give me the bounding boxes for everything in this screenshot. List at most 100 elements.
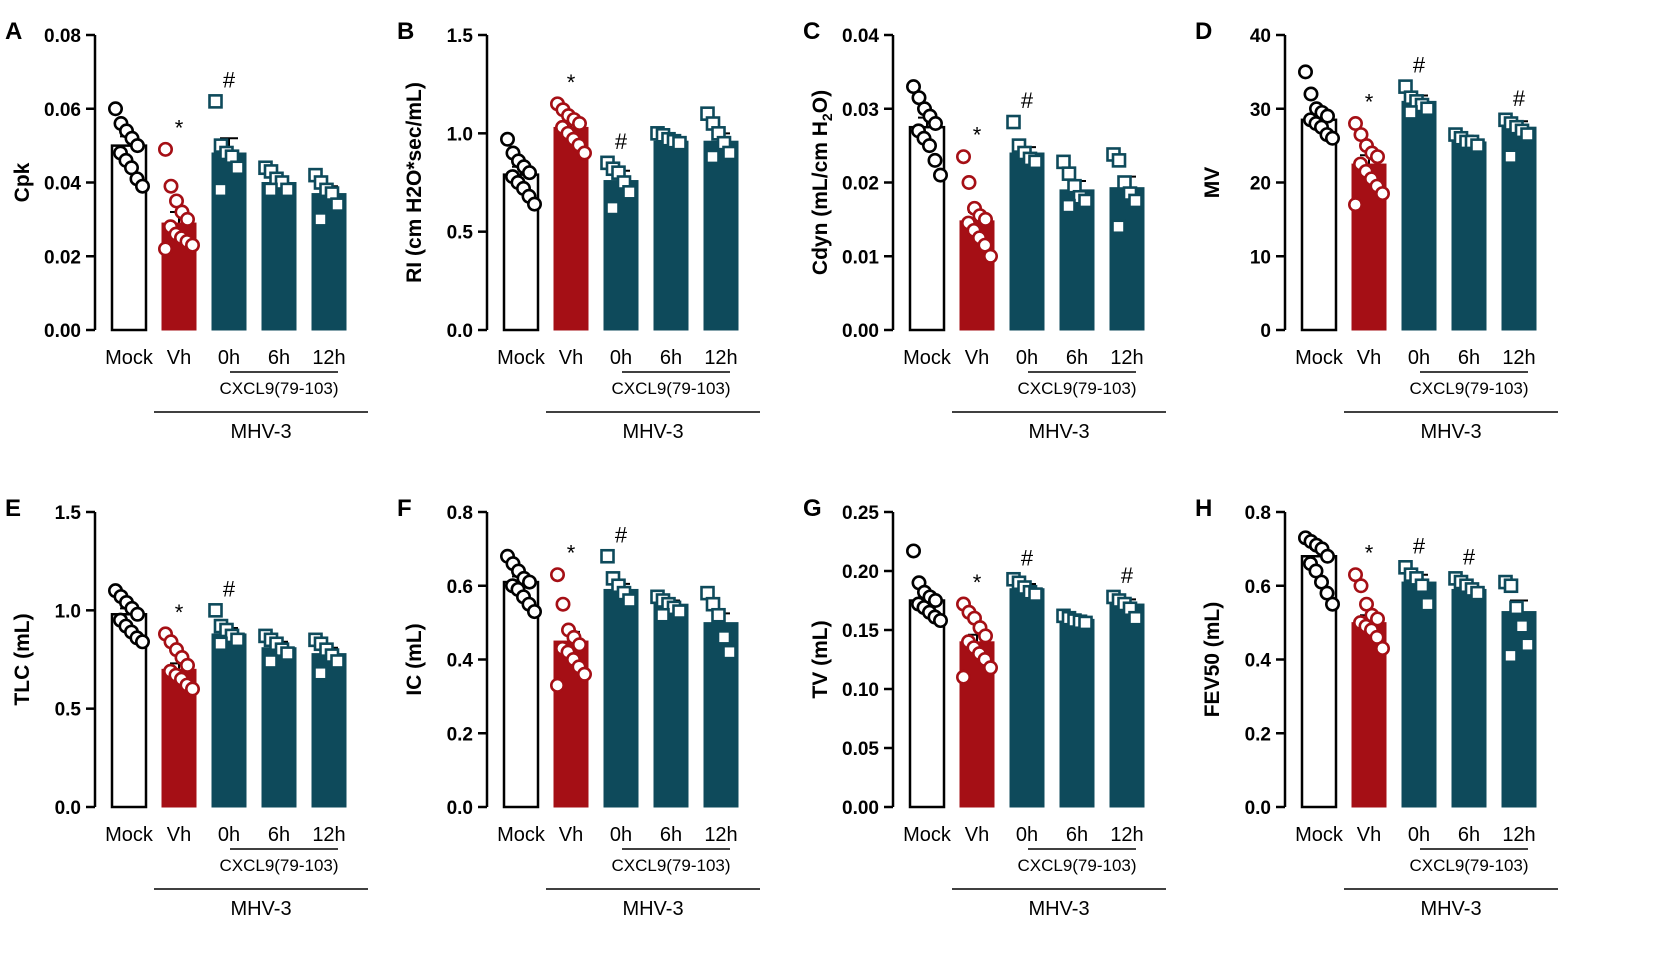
y-tick-label: 0.4 (1245, 651, 1272, 672)
significance-mark: # (1021, 545, 1034, 570)
y-tick-label: 30 (1250, 100, 1271, 121)
category-label: 12h (1502, 824, 1535, 846)
category-label: 0h (610, 824, 632, 846)
bar-mock (908, 125, 946, 332)
data-point (1303, 86, 1319, 102)
data-point (655, 607, 670, 623)
y-axis-label: FEV50 (mL) (1201, 602, 1224, 718)
panel-f: F IC (mL) 0.0 0.2 0.4 0.6 0.8 Mock * Vh #0h 6h 12h CX… (397, 495, 760, 920)
data-point (1078, 615, 1093, 631)
y-axis-label: TLC (mL) (11, 613, 34, 705)
significance-mark: # (1463, 544, 1476, 569)
data-point (1420, 596, 1435, 612)
data-point (1509, 600, 1524, 616)
data-point (180, 211, 196, 227)
y-tick-label: 1.5 (55, 503, 82, 524)
data-point (130, 606, 146, 622)
significance-mark: # (1413, 53, 1426, 78)
category-label: 6h (1066, 347, 1088, 369)
data-point (263, 654, 278, 669)
data-point (1111, 153, 1127, 168)
category-label: 0h (1408, 824, 1430, 846)
data-point (1503, 648, 1518, 664)
y-tick-label: 0.5 (447, 223, 474, 244)
data-point (1028, 587, 1043, 602)
data-point (722, 644, 737, 660)
y-tick-label: 0.0 (447, 321, 473, 342)
data-point (932, 613, 948, 629)
data-point (158, 141, 174, 157)
data-point (1503, 149, 1518, 164)
data-point (1414, 578, 1430, 594)
significance-mark: * (567, 541, 576, 566)
category-label: Mock (903, 347, 952, 369)
panel-b: B RI (cm H2O*sec/mL) 0.0 0.5 1.0 1.5 Mock * Vh #0… (397, 18, 760, 443)
data-point (1353, 578, 1369, 594)
data-point (982, 248, 998, 264)
y-tick-label: 0.8 (1245, 503, 1271, 524)
super-label: MHV-3 (230, 898, 291, 920)
group-label: CXCL9(79-103) (219, 379, 338, 398)
y-axis-label: Cdyn (mL/cm H2O) (809, 90, 835, 275)
y-tick-label: 0.03 (842, 100, 879, 121)
bar-6h (1451, 588, 1487, 808)
super-label: MHV-3 (1420, 898, 1481, 920)
data-point (1375, 640, 1391, 656)
data-point (1078, 193, 1093, 209)
y-tick-label: 0.6 (447, 577, 473, 598)
data-point (135, 178, 151, 194)
data-point (622, 185, 637, 200)
y-axis-label: TV (mL) (809, 620, 832, 698)
category-label: 6h (1458, 824, 1480, 846)
data-point (130, 138, 146, 154)
super-label: MHV-3 (622, 898, 683, 920)
y-tick-label: 0.02 (44, 247, 81, 268)
y-tick-label: 0 (1260, 321, 1271, 342)
y-tick-label: 0.06 (44, 100, 81, 121)
category-label: 6h (660, 824, 682, 846)
super-label: MHV-3 (1028, 421, 1089, 443)
data-point (330, 654, 345, 669)
data-point (555, 596, 571, 612)
data-point (521, 165, 537, 181)
panel-c: C Cdyn (mL/cm H2O) 0.00 0.01 0.02 0.03 0.04 Moc… (803, 18, 1166, 443)
category-label: Vh (1357, 824, 1381, 846)
data-point (1006, 114, 1021, 130)
category-label: Mock (497, 824, 546, 846)
bar-6h (1451, 141, 1487, 331)
data-point (521, 574, 537, 590)
data-point (1520, 637, 1535, 653)
bar-mock (502, 580, 540, 809)
y-tick-label: 20 (1250, 174, 1271, 195)
data-point (108, 101, 124, 117)
bar-12h (1109, 187, 1145, 331)
data-point (961, 175, 977, 191)
category-label: 12h (704, 824, 737, 846)
data-point (1514, 619, 1530, 634)
data-point (549, 677, 565, 693)
significance-mark: # (1121, 563, 1134, 588)
y-tick-label: 0.2 (447, 724, 473, 745)
data-point (576, 666, 592, 682)
data-point (1420, 101, 1435, 117)
bar-12h (703, 140, 739, 331)
data-point (280, 182, 295, 198)
super-label: MHV-3 (622, 421, 683, 443)
bar-0h (603, 588, 639, 808)
category-label: Vh (167, 824, 191, 846)
data-point (571, 116, 587, 132)
y-tick-label: 0.2 (1245, 724, 1271, 745)
data-point (977, 211, 993, 227)
y-tick-label: 0.20 (842, 562, 879, 583)
category-label: 0h (610, 347, 632, 369)
bar-0h (1009, 588, 1045, 808)
bar-6h (1059, 618, 1095, 808)
data-point (576, 145, 592, 161)
data-point (499, 131, 515, 147)
category-label: Vh (559, 824, 583, 846)
y-tick-label: 0.0 (55, 798, 81, 819)
bar-vh (553, 126, 589, 331)
significance-mark: * (567, 70, 576, 95)
category-label: Vh (167, 347, 191, 369)
bar-6h (261, 182, 297, 331)
